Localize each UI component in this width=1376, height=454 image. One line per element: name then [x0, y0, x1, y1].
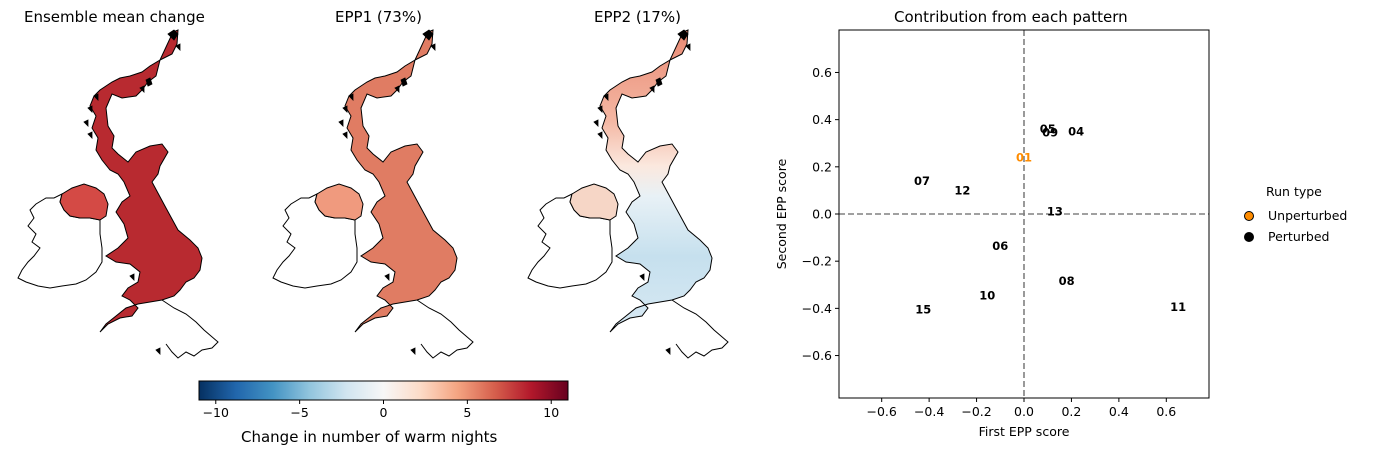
- legend-entry-perturbed: Perturbed: [1240, 226, 1347, 247]
- x-tick-label: 0.0: [1014, 404, 1034, 419]
- y-tick-label: 0.6: [812, 65, 832, 80]
- scatter-chart: −0.6 −0.4 −0.2 0.0 0.2 0.4 0.6 −0.6 −0.4 −0.2 0.0 0…: [774, 29, 1210, 439]
- island-outline: [175, 43, 181, 51]
- scatter-title: Contribution from each pattern: [894, 8, 1128, 26]
- island-outline: [338, 119, 344, 127]
- x-tick-label: −0.2: [961, 404, 991, 419]
- map-panel-mean: [17, 29, 219, 359]
- legend-entry-unperturbed: Unperturbed: [1240, 205, 1347, 226]
- island-outline: [400, 77, 408, 87]
- island-outline: [639, 273, 645, 281]
- colorbar-tick-label: 10: [543, 405, 559, 420]
- point-label-12: 12: [954, 183, 970, 197]
- island-outline: [665, 347, 671, 355]
- x-tick-label: −0.6: [867, 404, 897, 419]
- island-outline: [83, 119, 89, 127]
- island-outline: [348, 93, 354, 101]
- great-britain-fill: [599, 29, 713, 333]
- island-outline: [87, 105, 93, 113]
- colorbar-gradient: [198, 380, 569, 401]
- colorbar-tick-label: 5: [463, 405, 471, 420]
- island-outline: [384, 273, 390, 281]
- island-outline: [129, 273, 135, 281]
- legend-label-perturbed: Perturbed: [1268, 229, 1330, 244]
- island-outline: [597, 131, 603, 139]
- point-label-06: 06: [992, 239, 1008, 253]
- y-axis-label: Second EPP score: [774, 158, 789, 269]
- colorbar-tick-label: 0: [380, 405, 388, 420]
- point-label-15: 15: [915, 303, 931, 317]
- legend-marker-unperturbed: [1244, 210, 1254, 221]
- great-britain-fill: [344, 29, 458, 333]
- point-label-01: 01: [1016, 150, 1032, 164]
- x-axis-label: First EPP score: [979, 424, 1070, 439]
- point-label-05: 05: [1040, 122, 1056, 136]
- x-tick-label: 0.2: [1061, 404, 1081, 419]
- y-tick-label: −0.4: [802, 301, 832, 316]
- point-label-10: 10: [979, 288, 995, 302]
- coastline: [416, 299, 474, 359]
- map-title-epp2: EPP2 (17%): [594, 8, 681, 26]
- colorbar-ticks: −10 −5 0 5 10: [203, 400, 559, 420]
- island-outline: [342, 105, 348, 113]
- island-outline: [167, 29, 179, 41]
- northern-ireland-fill: [314, 183, 364, 221]
- y-tick-label: 0.0: [812, 207, 832, 222]
- legend-marker-perturbed: [1244, 231, 1254, 242]
- colorbar-tick-label: −5: [290, 405, 308, 420]
- island-outline: [430, 43, 436, 51]
- legend-label-unperturbed: Unperturbed: [1268, 208, 1348, 223]
- y-tick-label: 0.2: [812, 159, 832, 174]
- y-tick-label: 0.4: [812, 112, 832, 127]
- point-label-07: 07: [914, 174, 930, 188]
- y-tick-label: −0.2: [802, 254, 832, 269]
- legend-title: Run type: [1266, 184, 1322, 199]
- northern-ireland-fill: [59, 183, 109, 221]
- map-title-mean: Ensemble mean change: [24, 8, 205, 26]
- map-title-epp1: EPP1 (73%): [335, 8, 422, 26]
- map-panel-epp1: [272, 29, 474, 359]
- island-outline: [93, 93, 99, 101]
- island-outline: [394, 85, 400, 93]
- point-label-13: 13: [1047, 205, 1063, 219]
- island-outline: [145, 77, 153, 87]
- x-tick-label: 0.4: [1109, 404, 1129, 419]
- point-label-04: 04: [1068, 124, 1084, 138]
- map-panel-epp2: [527, 29, 729, 359]
- legend: Run type Unperturbed Perturbed: [1240, 184, 1347, 247]
- island-outline: [342, 131, 348, 139]
- island-outline: [155, 347, 161, 355]
- island-outline: [139, 85, 145, 93]
- island-outline: [87, 131, 93, 139]
- colorbar: −10 −5 0 5 10: [198, 380, 569, 420]
- colorbar-tick-label: −10: [203, 405, 229, 420]
- x-tick-label: −0.4: [914, 404, 944, 419]
- island-outline: [685, 43, 691, 51]
- great-britain-fill: [89, 29, 203, 333]
- island-outline: [677, 29, 689, 41]
- x-tick-label: 0.6: [1156, 404, 1176, 419]
- point-label-11: 11: [1170, 300, 1186, 314]
- island-outline: [422, 29, 434, 41]
- colorbar-label: Change in number of warm nights: [241, 428, 498, 446]
- island-outline: [649, 85, 655, 93]
- y-tick-label: −0.6: [802, 348, 832, 363]
- island-outline: [603, 93, 609, 101]
- coastline: [161, 299, 219, 359]
- island-outline: [410, 347, 416, 355]
- island-outline: [655, 77, 663, 87]
- point-label-08: 08: [1059, 274, 1075, 288]
- island-outline: [593, 119, 599, 127]
- island-outline: [597, 105, 603, 113]
- northern-ireland-fill: [569, 183, 619, 221]
- point-label-09: 09: [1042, 126, 1058, 140]
- coastline: [671, 299, 729, 359]
